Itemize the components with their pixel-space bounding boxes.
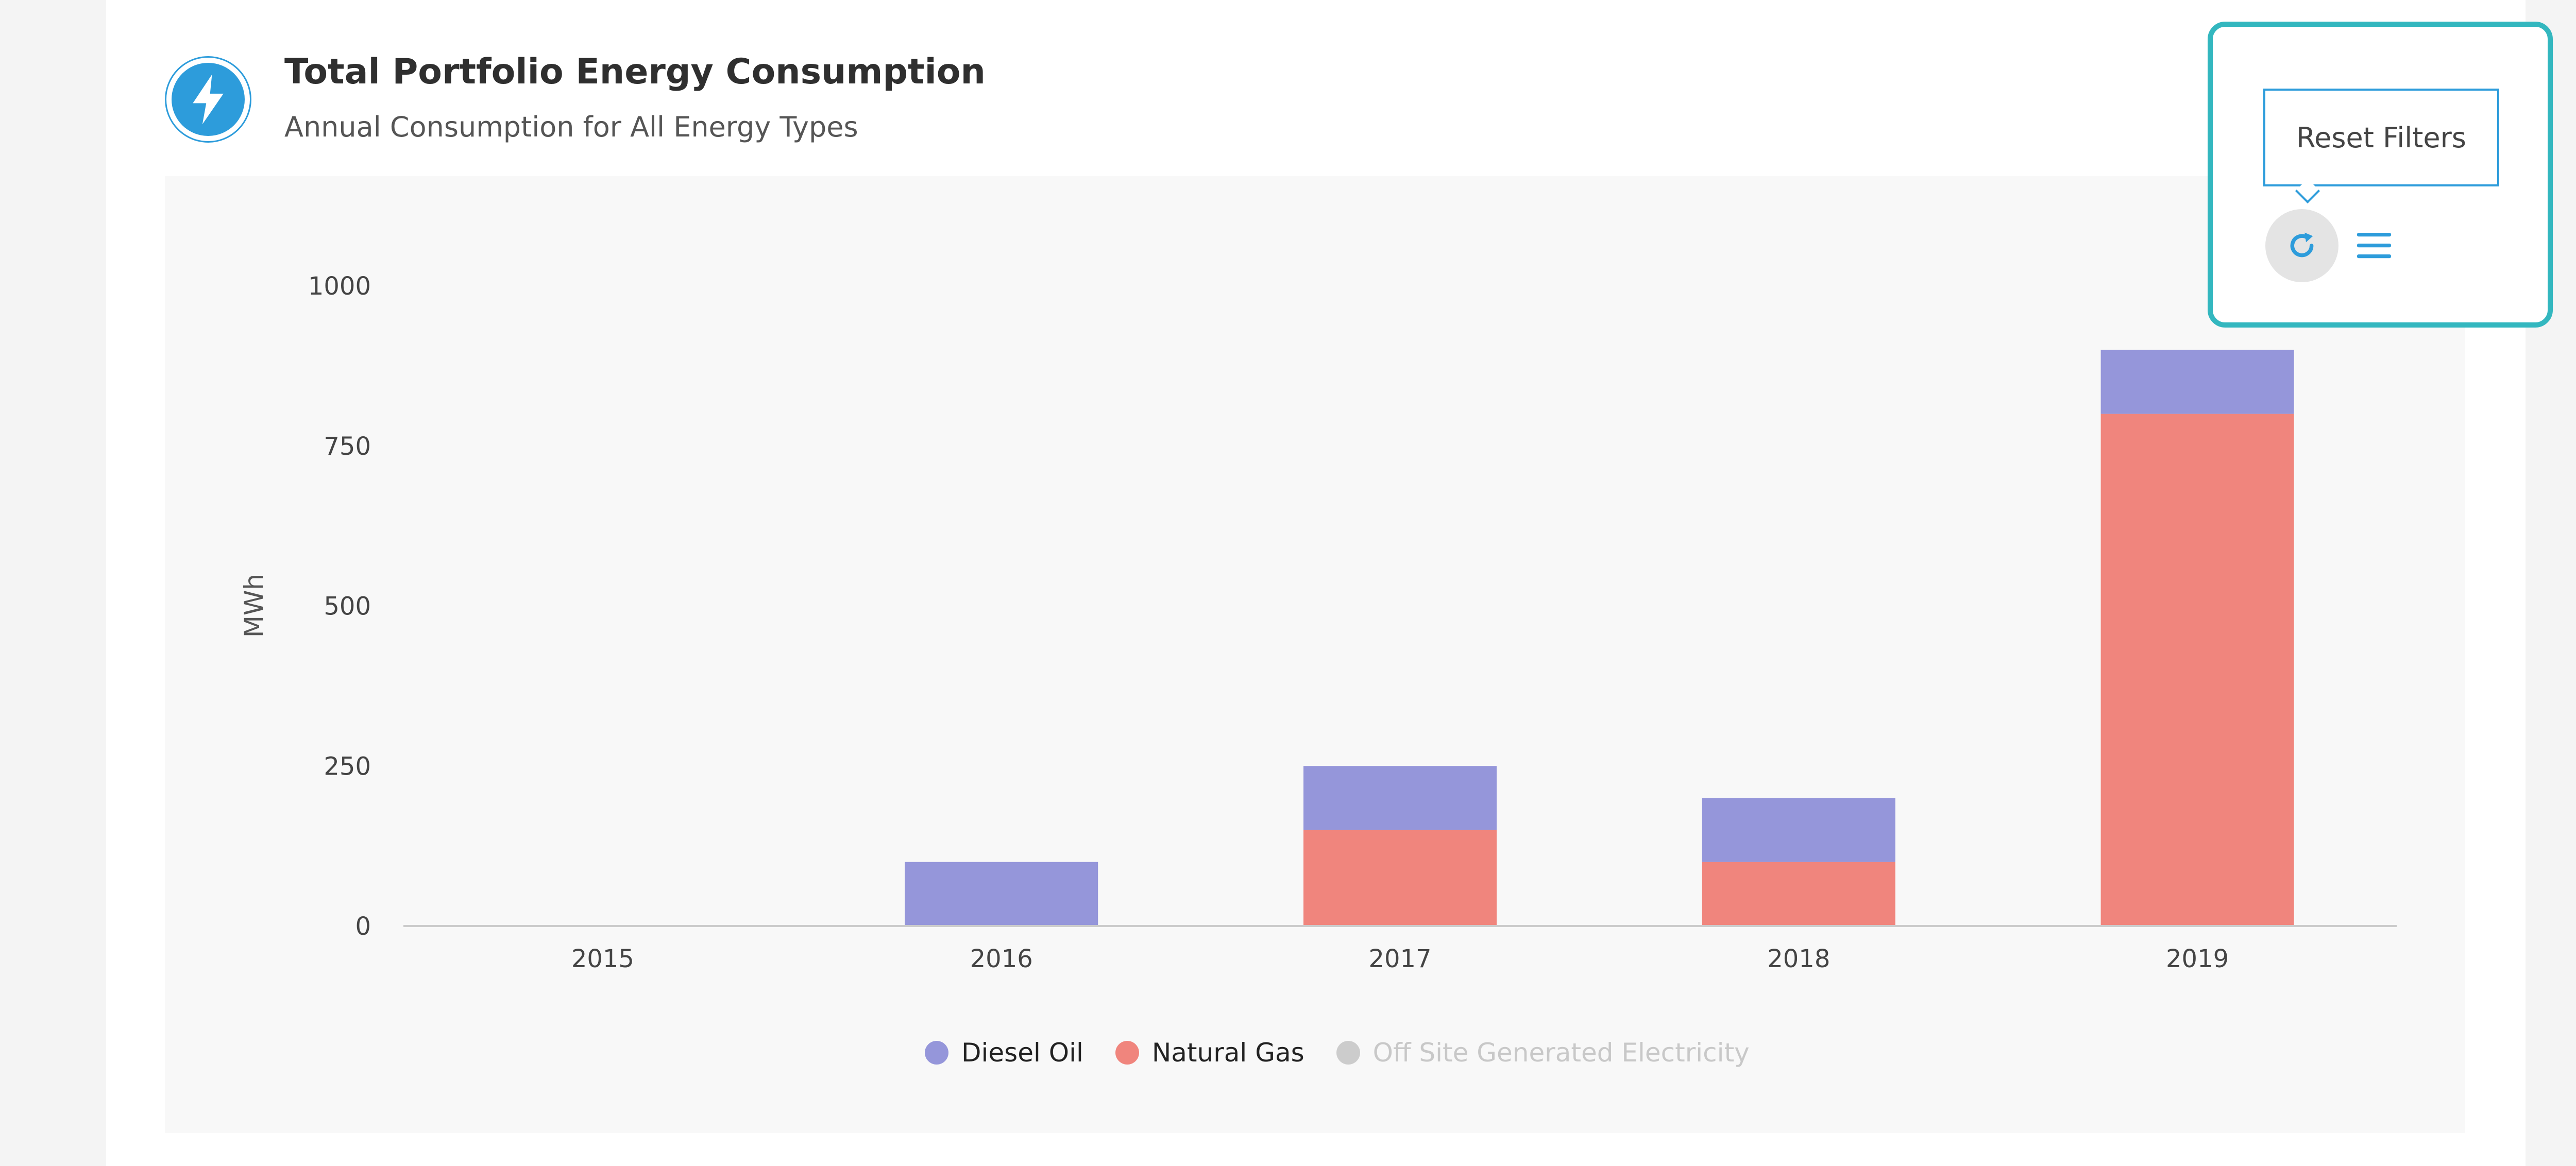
legend-item-off-site-electricity[interactable]: Off Site Generated Electricity [1336,1038,1750,1068]
x-tick-label: 2015 [571,945,634,973]
chart-subtitle: Annual Consumption for All Energy Types [284,111,858,143]
y-tick-label: 500 [324,592,371,621]
legend-label: Diesel Oil [961,1038,1083,1068]
bar-segment-natural-gas [2100,414,2294,926]
chart-legend: Diesel Oil Natural Gas Off Site Generate… [925,1038,1782,1068]
legend-item-natural-gas[interactable]: Natural Gas [1115,1038,1304,1068]
bar-segment-natural-gas [1303,830,1497,926]
refresh-icon [2290,232,2314,258]
legend-marker [1115,1041,1139,1065]
plot-background [165,176,2465,1133]
hamburger-menu-icon [2357,233,2391,259]
bar-segment-diesel-oil [1702,798,1895,862]
legend-label: Natural Gas [1151,1038,1304,1068]
legend-marker [925,1041,948,1065]
legend-label: Off Site Generated Electricity [1372,1038,1750,1068]
y-tick-label: 0 [355,912,371,941]
bar-segment-diesel-oil [905,862,1098,926]
x-tick-label: 2018 [1767,945,1830,973]
legend-marker [1336,1041,1360,1065]
legend-item-diesel-oil[interactable]: Diesel Oil [925,1038,1083,1068]
x-tick-label: 2017 [1368,945,1431,973]
bar-segment-diesel-oil [2100,350,2294,414]
y-tick-label: 750 [324,432,371,461]
reset-filters-tooltip: Reset Filters [2263,89,2499,186]
x-tick-label: 2019 [2166,945,2229,973]
hamburger-menu-button[interactable] [2353,227,2395,264]
bar-segment-natural-gas [1702,862,1895,926]
y-tick-label: 1000 [308,272,371,301]
y-tick-label: 250 [324,752,371,781]
lightning-bolt-icon [165,56,251,143]
x-tick-label: 2016 [970,945,1033,973]
bar-segment-diesel-oil [1303,766,1497,830]
reset-filters-button[interactable] [2265,209,2338,282]
chart-title: Total Portfolio Energy Consumption [284,52,986,92]
y-axis-label: MWh [239,574,269,638]
